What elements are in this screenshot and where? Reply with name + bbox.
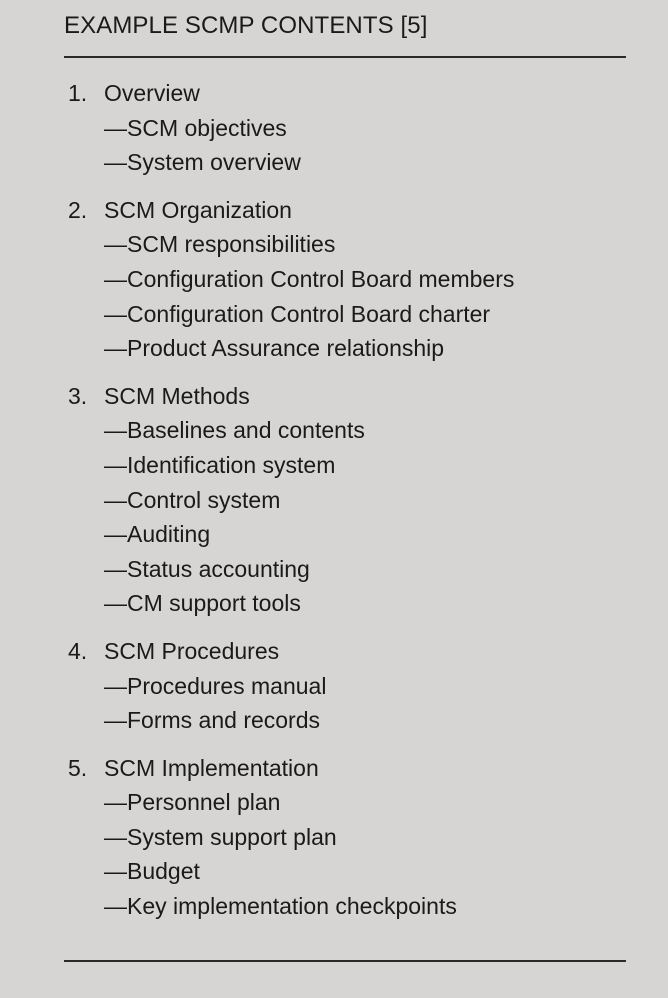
section-item: —SCM responsibilities xyxy=(104,231,336,258)
section-scm-implementation: 5. SCM Implementation —Personnel plan —Sy… xyxy=(68,751,628,924)
section-heading: 2. SCM Organization xyxy=(68,193,628,228)
section-item: —Product Assurance relationship xyxy=(104,335,445,362)
section-title: SCM Procedures xyxy=(104,637,280,664)
section-heading: 4. SCM Procedures xyxy=(68,634,628,669)
section-item: —Baselines and contents xyxy=(104,417,365,444)
section-item: —System overview xyxy=(104,149,301,176)
section-title: SCM Methods xyxy=(104,382,250,409)
section-item: —Budget xyxy=(104,858,200,885)
section-heading: 5. SCM Implementation xyxy=(68,751,628,786)
contents-list: 1. Overview —SCM objectives —System overv… xyxy=(68,76,628,937)
section-scm-organization: 2. SCM Organization —SCM responsibilities… xyxy=(68,193,628,366)
bottom-divider xyxy=(64,960,626,962)
section-number: 5. xyxy=(68,754,88,781)
section-item: —Procedures manual xyxy=(104,672,327,699)
section-item: —Identification system xyxy=(104,451,336,478)
section-overview: 1. Overview —SCM objectives —System overv… xyxy=(68,76,628,180)
section-item: —System support plan xyxy=(104,823,337,850)
section-item: —Personnel plan xyxy=(104,789,281,816)
section-item: —CM support tools xyxy=(104,590,301,617)
page-title: EXAMPLE SCMP CONTENTS [5] xyxy=(64,12,428,39)
section-item: —SCM objectives xyxy=(104,114,287,141)
section-item: —Status accounting xyxy=(104,555,310,582)
section-number: 1. xyxy=(68,80,88,106)
section-number: 2. xyxy=(68,196,88,223)
section-item: —Configuration Control Board members xyxy=(104,265,515,292)
section-scm-procedures: 4. SCM Procedures —Procedures manual —For… xyxy=(68,634,628,738)
top-divider xyxy=(64,56,626,58)
section-number: 3. xyxy=(68,382,88,409)
section-scm-methods: 3. SCM Methods —Baselines and contents —I… xyxy=(68,379,628,621)
section-item: —Auditing xyxy=(104,521,211,548)
section-title: Overview xyxy=(104,80,200,106)
section-item: —Key implementation checkpoints xyxy=(104,893,457,920)
section-item: —Control system xyxy=(104,486,281,513)
section-title: SCM Implementation xyxy=(104,754,319,781)
section-item: —Configuration Control Board charter xyxy=(104,300,491,327)
section-heading: 1. Overview xyxy=(68,76,628,111)
section-number: 4. xyxy=(68,637,88,664)
section-title: SCM Organization xyxy=(104,196,292,223)
section-item: —Forms and records xyxy=(104,707,321,734)
section-heading: 3. SCM Methods xyxy=(68,379,628,414)
